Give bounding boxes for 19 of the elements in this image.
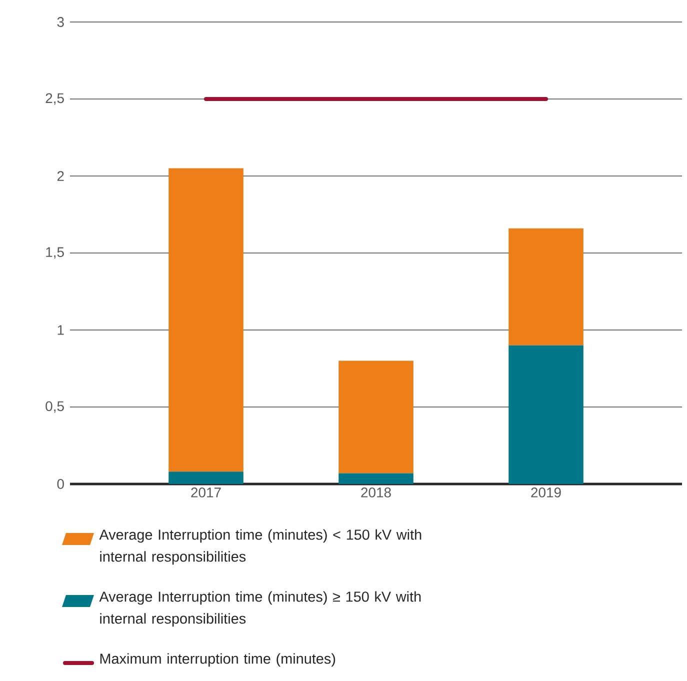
y-tick-label: 1,5 <box>46 247 64 259</box>
bar <box>168 472 244 484</box>
bar <box>508 345 584 484</box>
y-tick-label: 3 <box>57 17 64 27</box>
legend-label: Maximum interruption time (minutes) <box>100 653 336 667</box>
bar <box>338 473 414 484</box>
bar <box>168 168 244 472</box>
x-tick-label: 2017 <box>191 488 221 498</box>
bar <box>338 360 414 474</box>
x-tick-label: 2019 <box>531 488 561 498</box>
y-tick-label: 2 <box>57 171 64 181</box>
legend-label: Average Interruption time (minutes) ≥ 150 kV with internal responsibilities <box>99 591 421 627</box>
y-tick-label: 2,5 <box>46 93 64 105</box>
bar <box>508 228 584 346</box>
legend-label: Average Interruption time (minutes) < 150 kV with internal responsibilities <box>99 529 422 565</box>
y-tick-label: 1 <box>58 325 64 335</box>
y-tick-label: 0 <box>57 479 64 489</box>
y-tick-label: 0,5 <box>46 401 64 413</box>
x-tick-label: 2018 <box>361 488 391 498</box>
